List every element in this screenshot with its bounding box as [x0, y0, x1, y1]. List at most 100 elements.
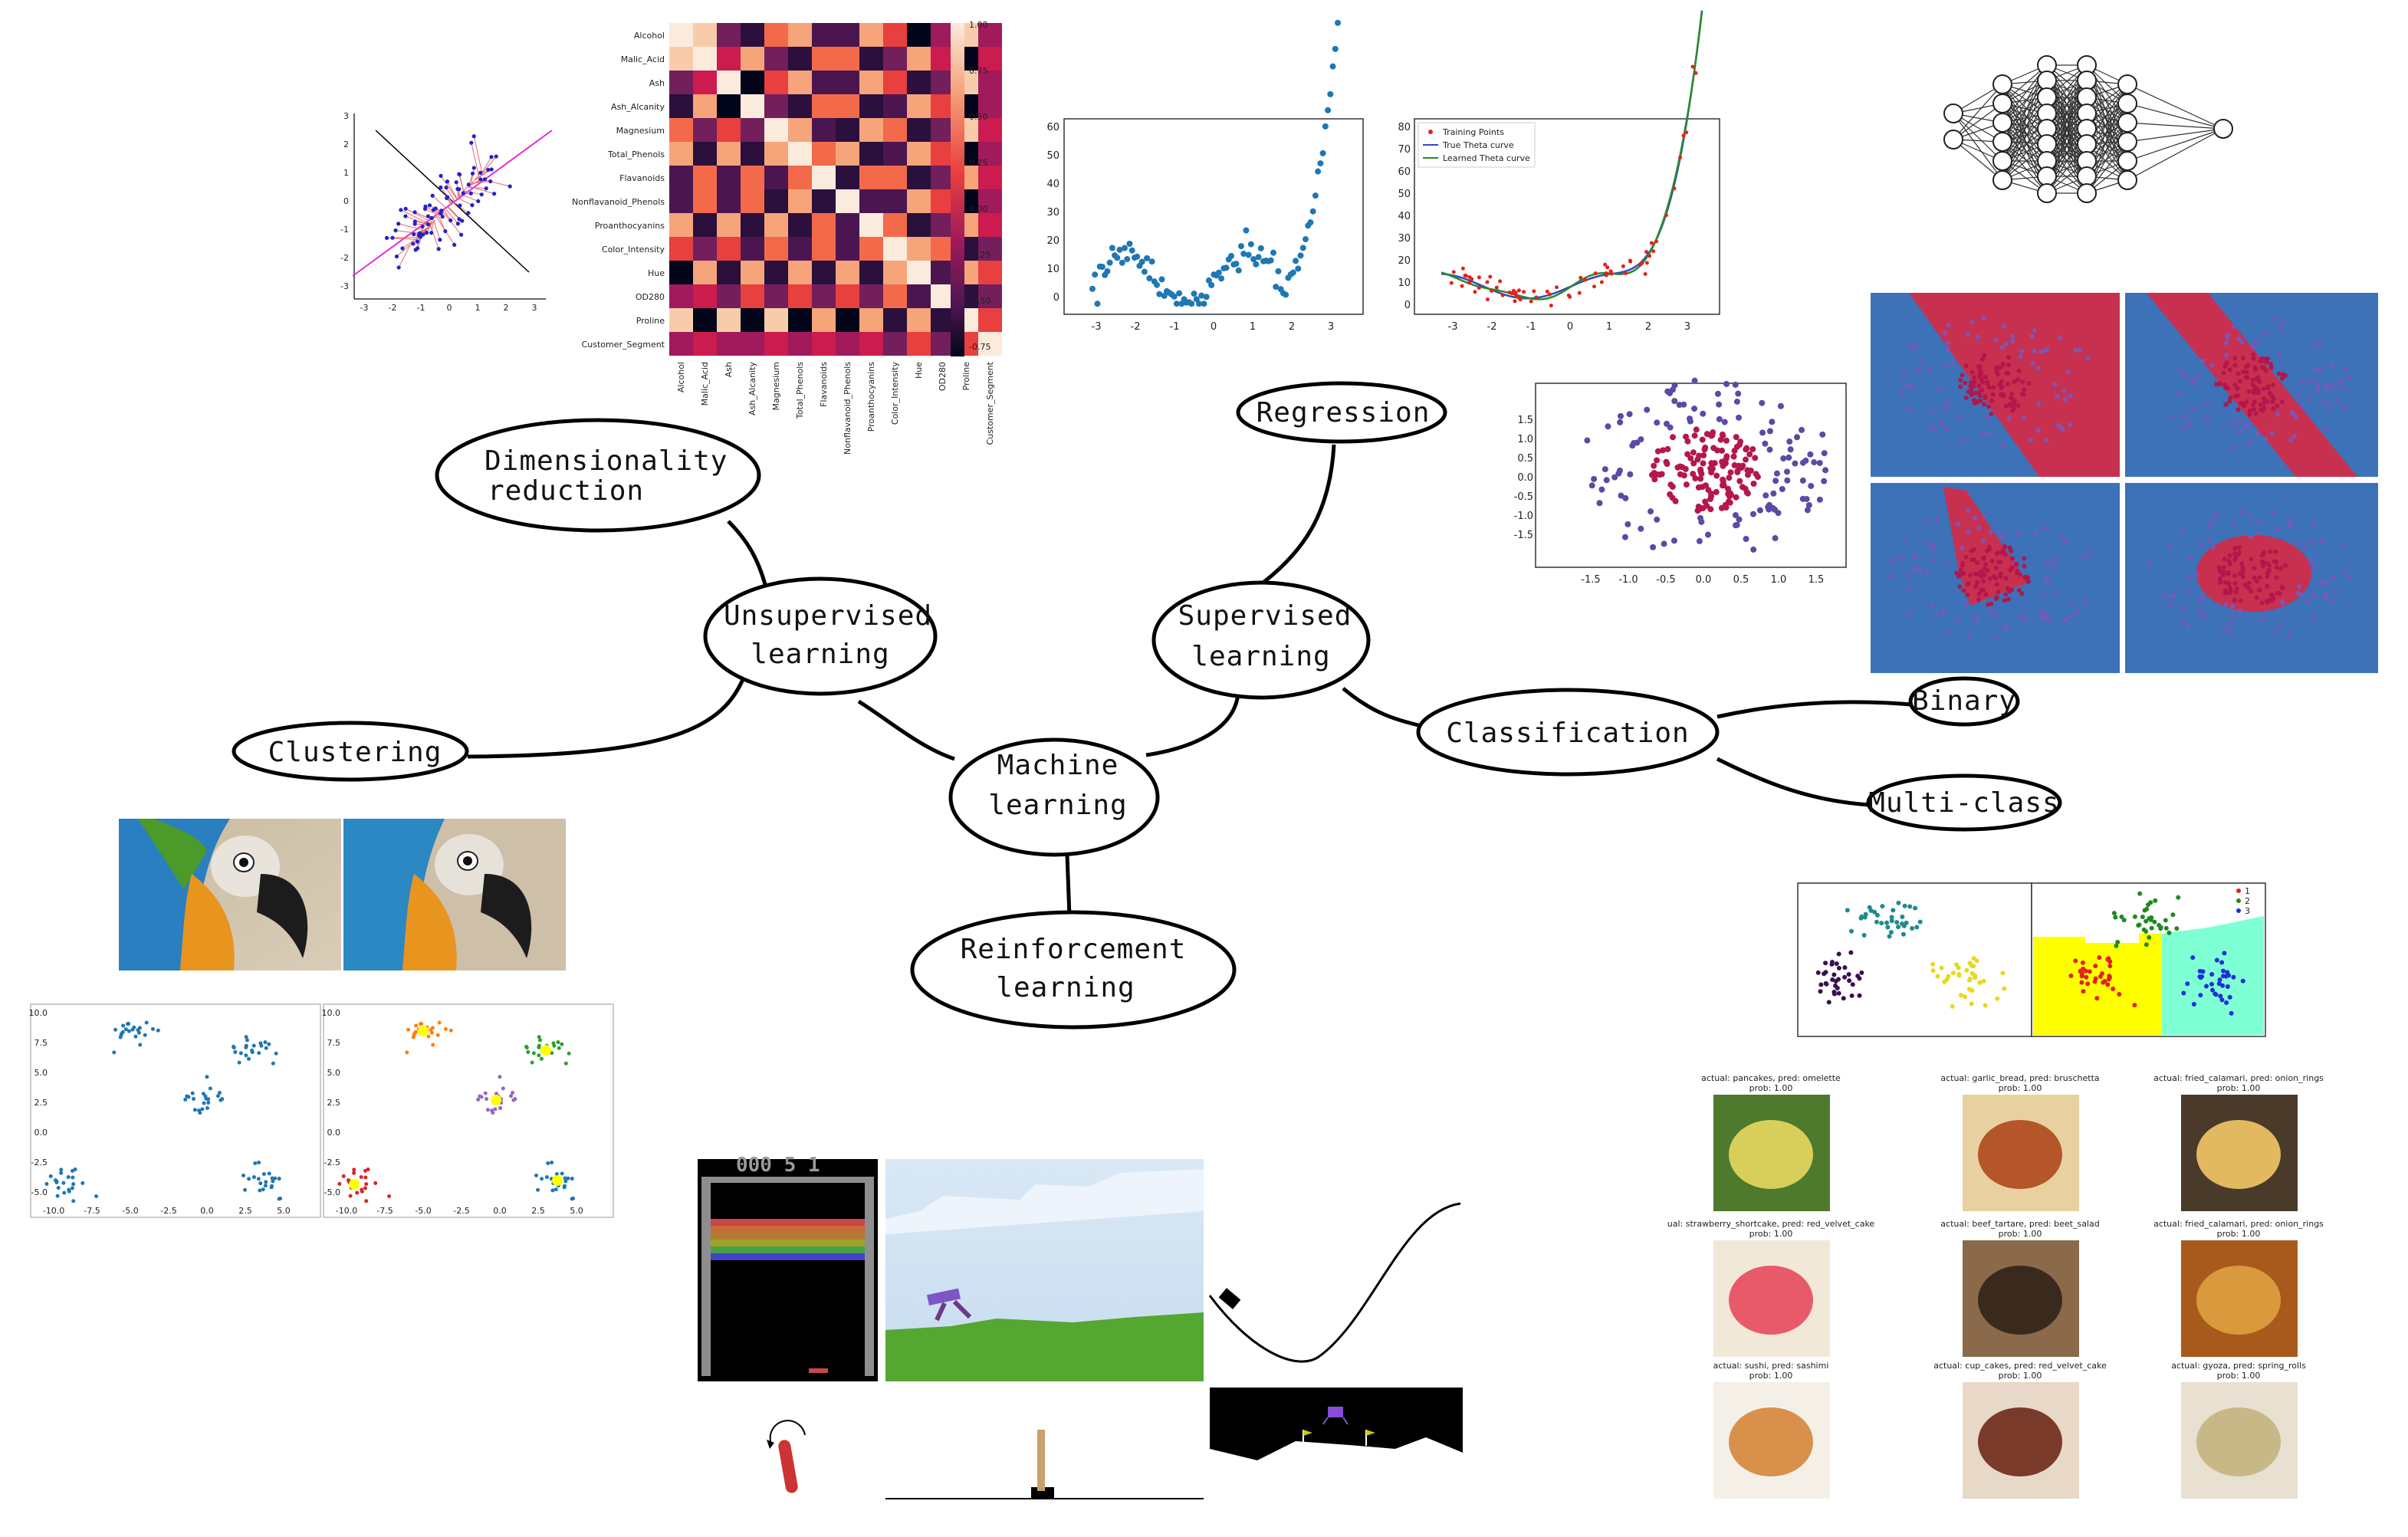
- boundary-inner-point: [1963, 380, 1968, 386]
- boundary-outer-point: [2291, 434, 2297, 439]
- boundary-outer-point: [1965, 332, 1970, 337]
- heatmap-cell: [978, 237, 1002, 261]
- boundary-inner-point: [2233, 590, 2239, 595]
- mc-point: [1833, 983, 1838, 988]
- kmeans-clustered-point: [546, 1161, 550, 1165]
- mc-point: [2222, 951, 2227, 956]
- outer-point: [1603, 477, 1610, 484]
- heatmap-cell: [978, 142, 1002, 166]
- heatmap-cell: [883, 47, 907, 71]
- heatmap-cell: [859, 213, 883, 237]
- pca-point: [482, 177, 488, 182]
- kmeans-clustered-point: [485, 1108, 490, 1112]
- heatmap-cell: [883, 142, 907, 166]
- kmeans-clustered-point: [364, 1199, 369, 1204]
- boundary-outer-point: [2315, 387, 2321, 392]
- boundary-inner-point: [2251, 356, 2256, 361]
- heatmap-cell: [669, 142, 693, 166]
- pca-point: [466, 211, 471, 215]
- node-classification[interactable]: Classification: [1416, 688, 1720, 777]
- boundary-outer-point: [1950, 360, 1956, 365]
- node-supervised-learning[interactable]: Supervised learning: [1151, 580, 1371, 700]
- pca-projection: [433, 221, 441, 240]
- outer-point: [1821, 450, 1828, 457]
- inner-point: [1733, 434, 1739, 441]
- heatmap-cell: [883, 71, 907, 94]
- mc-point: [2137, 891, 2143, 896]
- heatmap-cell: [764, 142, 788, 166]
- boundary-outer-point: [2226, 621, 2232, 626]
- heatmap-cell: [907, 142, 931, 166]
- outer-point: [1634, 439, 1641, 446]
- boundary-inner-point: [1965, 592, 1970, 597]
- outer-point: [1644, 406, 1651, 413]
- pca-point: [422, 206, 428, 212]
- food-prob: prob: 1.00: [2217, 1083, 2261, 1093]
- boundary-outer-point: [1973, 515, 1978, 521]
- heatmap-cell: [978, 261, 1002, 284]
- boundary-outer-point: [2205, 418, 2210, 423]
- mc-point: [2158, 926, 2163, 931]
- boundary-inner-point: [2238, 379, 2243, 384]
- heatmap-cell: [717, 166, 741, 189]
- theta-training-point: [1548, 292, 1552, 297]
- boundary-inner-point: [2002, 552, 2008, 557]
- kmeans-raw-point: [256, 1177, 261, 1181]
- kmeans-raw-point: [215, 1094, 220, 1099]
- boundary-inner-point: [2251, 352, 2256, 357]
- inner-point: [1692, 475, 1699, 482]
- node-multi-class[interactable]: Multi-class: [1866, 773, 2062, 832]
- theta-training-point: [1549, 304, 1553, 308]
- kmeans-raw-point: [123, 1027, 128, 1032]
- kmeans-clustered-point: [341, 1174, 346, 1178]
- node-binary[interactable]: Binary: [1908, 676, 2020, 727]
- kmeans-clustered-point: [537, 1043, 541, 1048]
- pca-point: [448, 218, 453, 223]
- boundary-outer-point: [2000, 443, 2006, 448]
- regression-point: [1275, 268, 1282, 274]
- node-clustering[interactable]: Clustering: [232, 721, 469, 782]
- boundary-outer-point: [1945, 340, 1950, 346]
- pca-projection: [471, 172, 481, 185]
- mc-point: [1914, 924, 1920, 930]
- node-reinforcement-learning[interactable]: Reinforcement learning: [910, 910, 1237, 1030]
- kmeans-raw-point: [269, 1185, 274, 1190]
- pca-point: [439, 173, 443, 179]
- boundary-inner-point: [2265, 383, 2271, 389]
- inner-point: [1723, 437, 1730, 444]
- heatmap-cell: [788, 142, 812, 166]
- boundary-inner-point: [2003, 592, 2009, 597]
- mc-point: [2144, 918, 2149, 924]
- kmeans-clustered-point: [406, 1027, 411, 1032]
- regression-point: [1126, 240, 1133, 247]
- pca-point: [415, 239, 420, 244]
- boundary-outer-point: [1946, 323, 1951, 328]
- circle-ytick: 1.0: [1517, 434, 1533, 445]
- theta-ytick: 0: [1404, 300, 1411, 311]
- boundary-inner-point: [2232, 363, 2238, 368]
- boundary-outer-point: [1963, 602, 1969, 607]
- boundary-outer-point: [2073, 348, 2078, 353]
- boundary-outer-point: [2038, 349, 2044, 354]
- node-unsupervised-learning[interactable]: Unsupervised learning: [703, 576, 938, 696]
- boundary-outer-point: [2329, 363, 2334, 369]
- theta-training-point: [1498, 279, 1503, 284]
- node-machine-learning[interactable]: Machine learning: [948, 737, 1160, 857]
- boundary-outer-point: [2317, 366, 2322, 372]
- pca-point: [455, 222, 460, 226]
- boundary-inner-point: [2242, 583, 2248, 588]
- boundary-outer-point: [2222, 628, 2227, 633]
- node-regression[interactable]: Regression: [1236, 381, 1447, 444]
- boundary-outer-point: [1902, 537, 1907, 543]
- inner-point: [1677, 471, 1684, 478]
- kmeans-raw-point: [245, 1038, 249, 1043]
- node-dimensionality-reduction[interactable]: Dimensionality reduction: [435, 418, 761, 533]
- boundary-outer-point: [2327, 404, 2332, 409]
- heatmap-col-label: Magnesium: [771, 362, 781, 410]
- boundary-outer-point: [1942, 330, 1947, 336]
- boundary-outer-point: [2068, 614, 2074, 619]
- regression-point: [1124, 256, 1131, 263]
- mc-point: [1896, 924, 1901, 930]
- boundary-inner-point: [1976, 591, 1982, 596]
- boundary-inner-point: [1996, 365, 2001, 370]
